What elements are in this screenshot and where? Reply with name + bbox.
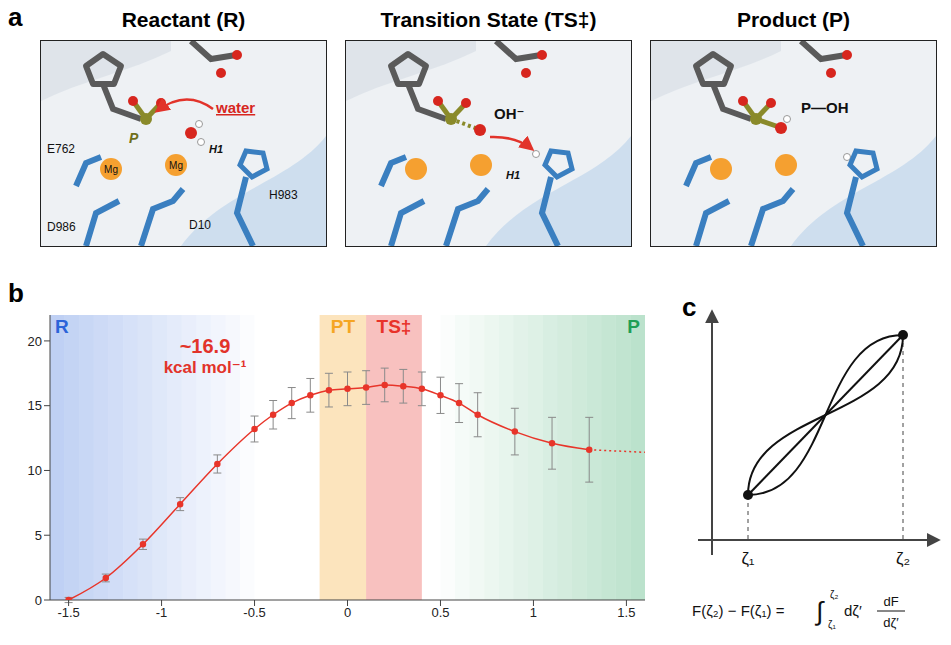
svg-text:c: c <box>682 292 696 322</box>
svg-text:TS‡: TS‡ <box>377 316 412 337</box>
svg-text:P: P <box>129 130 139 146</box>
svg-text:dζ′: dζ′ <box>883 615 899 630</box>
svg-text:0: 0 <box>35 593 42 608</box>
svg-text:D10: D10 <box>189 218 211 232</box>
svg-text:ζ₁: ζ₁ <box>741 549 754 568</box>
svg-text:∫: ∫ <box>814 596 825 626</box>
svg-text:0.5: 0.5 <box>431 605 449 620</box>
svg-text:-1.5: -1.5 <box>57 605 79 620</box>
svg-text:H1: H1 <box>209 143 223 155</box>
svg-text:Mg: Mg <box>104 164 118 175</box>
svg-text:-1: -1 <box>156 605 168 620</box>
svg-text:20: 20 <box>28 334 42 349</box>
svg-text:ζ₁: ζ₁ <box>828 619 836 631</box>
svg-text:dF: dF <box>883 594 898 609</box>
svg-text:D986: D986 <box>47 220 76 234</box>
html-text:Product (P): Product (P) <box>736 8 851 31</box>
svg-text:R: R <box>55 316 69 337</box>
svg-text:dζ′: dζ′ <box>844 602 862 619</box>
svg-text:OH⁻: OH⁻ <box>494 105 524 122</box>
html-text:~16.9: ~16.9 <box>179 335 231 357</box>
svg-text:0: 0 <box>344 605 351 620</box>
svg-text:P—OH: P—OH <box>801 99 849 116</box>
svg-text:ζ₂: ζ₂ <box>830 589 838 601</box>
svg-text:15: 15 <box>28 398 42 413</box>
html-text:Transition State (TS‡): Transition State (TS‡) <box>380 8 597 31</box>
svg-text:P: P <box>627 316 640 337</box>
svg-text:Mg: Mg <box>169 160 183 171</box>
svg-text:1.5: 1.5 <box>617 605 635 620</box>
svg-text:H983: H983 <box>269 188 298 202</box>
svg-text:-0.5: -0.5 <box>243 605 265 620</box>
svg-text:10: 10 <box>28 463 42 478</box>
svg-text:1: 1 <box>530 605 537 620</box>
svg-text:5: 5 <box>35 528 42 543</box>
svg-text:E762: E762 <box>47 142 75 156</box>
svg-text:PT: PT <box>331 316 356 337</box>
html-text:Reactant (R): Reactant (R) <box>121 8 246 31</box>
html-text:b: b <box>8 278 24 308</box>
html-text:kcal mol⁻¹: kcal mol⁻¹ <box>163 358 247 377</box>
svg-text:water: water <box>215 99 255 116</box>
html-text:a: a <box>8 2 23 32</box>
svg-text:F(ζ₂) − F(ζ₁) =: F(ζ₂) − F(ζ₁) = <box>692 602 785 619</box>
svg-text:ζ₂: ζ₂ <box>896 549 910 568</box>
svg-text:H1: H1 <box>506 169 520 181</box>
